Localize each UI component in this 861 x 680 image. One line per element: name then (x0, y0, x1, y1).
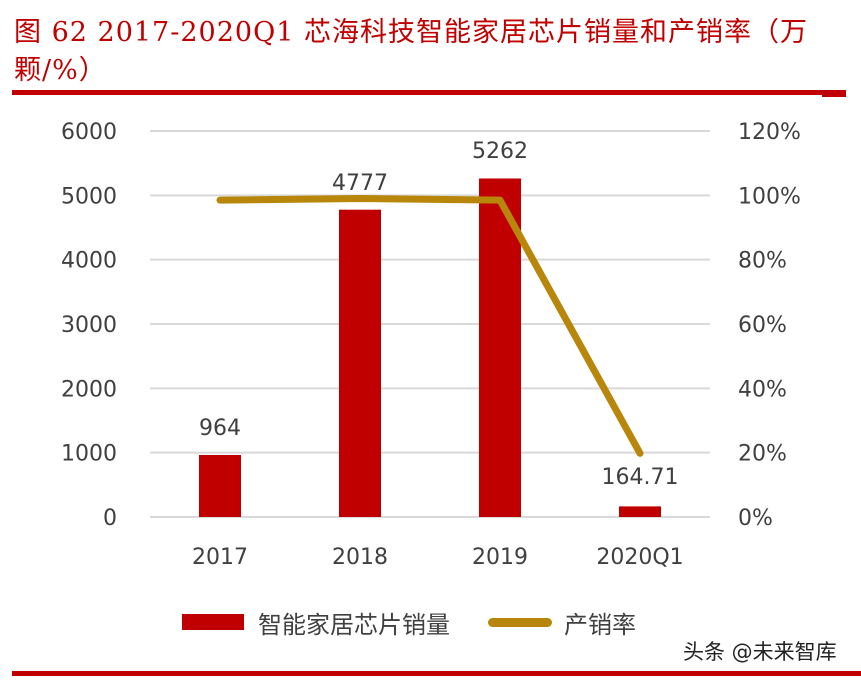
y-left-tick: 4000 (61, 249, 117, 274)
legend-line-label: 产销率 (564, 610, 636, 639)
bottom-rule (12, 671, 861, 676)
y-left-tick: 5000 (61, 184, 117, 209)
bar-data-label: 964 (199, 416, 241, 441)
y-left-tick: 3000 (61, 313, 117, 338)
x-category-label: 2017 (192, 545, 248, 570)
bar (479, 178, 521, 517)
y-left-tick: 2000 (61, 377, 117, 402)
bar (339, 209, 381, 517)
bar-data-label: 4777 (332, 171, 388, 196)
line-series-production-sales-rate (216, 195, 644, 457)
watermark: 头条 @未来智库 (683, 640, 837, 664)
x-category-label: 2019 (472, 545, 528, 570)
x-category-label: 2018 (332, 545, 388, 570)
legend-line-swatch (488, 617, 552, 627)
y-right-tick: 80% (738, 249, 787, 274)
y-right-tick: 100% (738, 184, 801, 209)
y-right-tick: 60% (738, 313, 787, 338)
y-left-tick: 0 (103, 506, 117, 531)
top-rule (12, 90, 846, 95)
x-category-label: 2020Q1 (596, 545, 683, 570)
y-right-tick: 0% (738, 506, 773, 531)
bar-data-label: 5262 (472, 139, 528, 164)
bar-data-label: 164.71 (602, 465, 679, 490)
y-left-tick: 1000 (61, 442, 117, 467)
bar (619, 506, 661, 517)
y-right-tick: 120% (738, 120, 801, 145)
bar (199, 454, 241, 517)
legend-bar-label: 智能家居芯片销量 (258, 610, 450, 639)
y-right-tick: 20% (738, 442, 787, 467)
legend: 智能家居芯片销量 产销率 (182, 605, 636, 639)
chart-area: 0 0% 1000 20% 2000 40% 3000 60% 4000 80% 5000 100% 6… (61, 120, 801, 570)
y-left-tick: 6000 (61, 120, 117, 145)
figure-title: 图 62 2017-2020Q1 芯海科技智能家居芯片销量和产销率（万颗/%） (14, 17, 808, 86)
legend-bar-swatch (182, 614, 244, 630)
y-right-tick: 40% (738, 377, 787, 402)
top-rule-accent (822, 94, 846, 97)
